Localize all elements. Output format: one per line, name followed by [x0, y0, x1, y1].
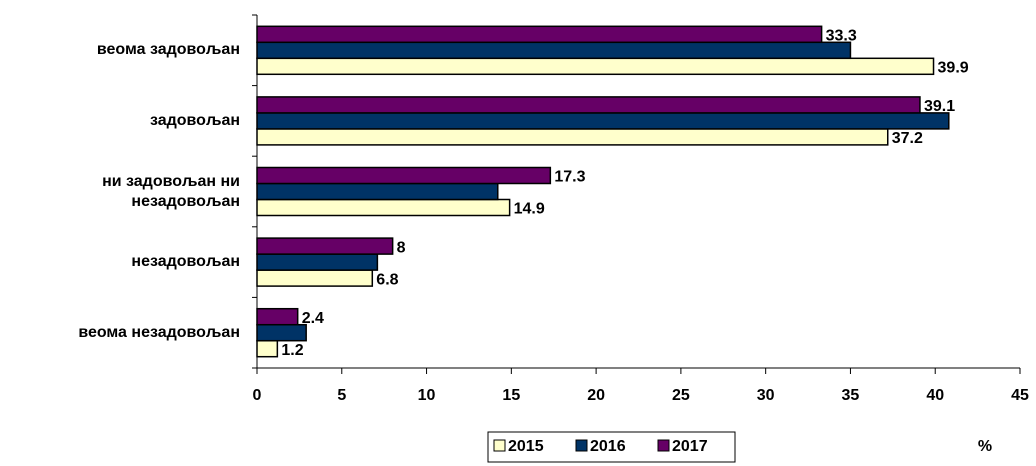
bar: [256, 269, 374, 287]
data-label: 2.4: [302, 310, 324, 327]
legend-label: 2015: [508, 438, 544, 455]
data-label: 39.1: [924, 98, 955, 115]
legend-label: 2016: [590, 438, 626, 455]
data-label: 1.2: [281, 342, 303, 359]
category-label: задовољан: [149, 111, 240, 129]
data-label: 39.9: [938, 60, 969, 77]
x-tick-label: 20: [587, 387, 605, 404]
x-tick-label: 25: [672, 387, 690, 404]
x-tick-label: 35: [842, 387, 860, 404]
category-label: ни задовољан ни незадовољан: [102, 172, 240, 210]
bar: [256, 339, 279, 358]
data-label: 8: [397, 239, 406, 256]
x-tick-label: 10: [418, 387, 436, 404]
data-label: 14.9: [514, 201, 545, 218]
legend-swatch: [493, 439, 506, 452]
bar: [256, 198, 511, 217]
category-label: веома задовољан: [96, 41, 240, 59]
category-label: незадовољан: [131, 253, 240, 271]
bar: [256, 253, 379, 271]
legend-swatch: [575, 439, 588, 452]
x-tick-label: 40: [926, 387, 944, 404]
bar: [256, 128, 889, 146]
bar: [256, 112, 950, 130]
bar: [256, 166, 552, 185]
legend-swatch: [657, 439, 670, 452]
bar: [256, 323, 307, 342]
x-tick-label: 45: [1011, 387, 1029, 404]
x-axis-label: %: [978, 438, 992, 455]
bar: [256, 57, 935, 76]
data-label: 17.3: [554, 169, 585, 186]
data-label: 33.3: [826, 28, 857, 45]
x-tick-label: 5: [337, 387, 346, 404]
bar: [256, 41, 852, 60]
data-label: 6.8: [376, 271, 398, 288]
bar: [256, 182, 499, 201]
x-tick-label: 15: [502, 387, 520, 404]
bar: [256, 307, 299, 326]
bar: [256, 25, 823, 44]
data-label: 37.2: [892, 130, 923, 147]
bar: [256, 237, 394, 255]
bar: [256, 96, 921, 114]
legend-box: [487, 431, 736, 463]
x-tick-label: 30: [757, 387, 775, 404]
category-label: веома незадовољан: [78, 323, 240, 341]
legend-label: 2017: [672, 438, 708, 455]
x-tick-label: 0: [253, 387, 262, 404]
